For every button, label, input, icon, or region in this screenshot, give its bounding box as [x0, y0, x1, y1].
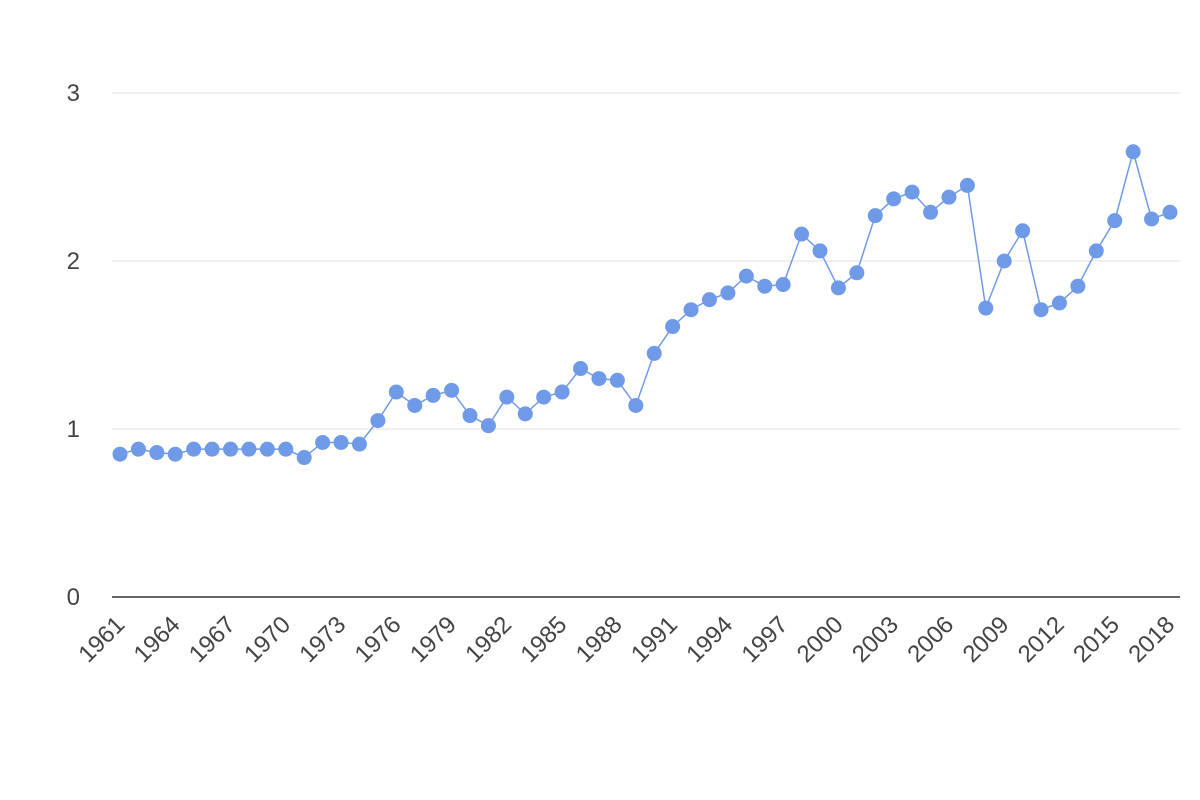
x-tick-label: 1970	[239, 611, 296, 668]
data-point-1966[interactable]	[204, 441, 220, 457]
y-tick-label: 0	[67, 584, 80, 611]
data-point-2001[interactable]	[849, 265, 865, 281]
x-tick-label: 1979	[405, 611, 462, 668]
x-tick-label: 1982	[460, 611, 517, 668]
x-tick-label: 1976	[350, 611, 407, 668]
data-point-1991[interactable]	[665, 319, 681, 335]
x-tick-label: 2006	[902, 611, 959, 668]
data-point-1985[interactable]	[554, 384, 570, 400]
data-point-1980[interactable]	[462, 408, 478, 424]
data-point-1988[interactable]	[609, 372, 625, 388]
x-tick-label: 2003	[847, 611, 904, 668]
data-point-2005[interactable]	[923, 204, 939, 220]
data-point-2006[interactable]	[941, 189, 957, 205]
data-point-2014[interactable]	[1088, 243, 1104, 259]
data-point-2007[interactable]	[959, 177, 975, 193]
x-tick-label: 1991	[626, 611, 683, 668]
x-tick-label: 1964	[129, 611, 186, 668]
x-tick-label: 2012	[1013, 611, 1070, 668]
x-tick-label: 1973	[294, 611, 351, 668]
x-tick-label: 2015	[1068, 611, 1125, 668]
data-point-1992[interactable]	[683, 302, 699, 318]
data-point-1986[interactable]	[573, 361, 589, 377]
data-point-2002[interactable]	[867, 208, 883, 224]
data-point-1969[interactable]	[259, 441, 275, 457]
y-axis-tick-labels: 0 1 2 3	[67, 80, 80, 611]
data-point-1977[interactable]	[407, 397, 423, 413]
data-point-1970[interactable]	[278, 441, 294, 457]
series-line	[119, 148, 1171, 459]
y-tick-label: 3	[67, 80, 80, 107]
data-point-1978[interactable]	[425, 387, 441, 403]
data-point-1976[interactable]	[388, 384, 404, 400]
series-plot	[112, 144, 1178, 466]
data-point-1964[interactable]	[167, 446, 183, 462]
x-axis-tick-labels: 1961196419671970197319761979198219851988…	[73, 611, 1180, 668]
x-tick-label: 1967	[184, 611, 241, 668]
data-point-1963[interactable]	[149, 445, 165, 461]
x-tick-label: 1961	[73, 611, 130, 668]
data-point-1994[interactable]	[720, 285, 736, 301]
data-point-1967[interactable]	[223, 441, 239, 457]
data-point-2010[interactable]	[1015, 223, 1031, 239]
data-point-1998[interactable]	[794, 226, 810, 242]
data-point-1987[interactable]	[591, 371, 607, 387]
data-point-2000[interactable]	[830, 280, 846, 296]
data-point-1975[interactable]	[370, 413, 386, 429]
data-point-2018[interactable]	[1162, 204, 1178, 220]
y-tick-label: 2	[67, 248, 80, 275]
data-point-1971[interactable]	[296, 450, 312, 466]
data-point-1982[interactable]	[499, 389, 515, 405]
data-point-2003[interactable]	[886, 191, 902, 207]
data-point-2011[interactable]	[1033, 302, 1049, 318]
data-point-1981[interactable]	[480, 418, 496, 434]
data-point-1993[interactable]	[701, 292, 717, 308]
data-point-1990[interactable]	[646, 345, 662, 361]
data-point-2012[interactable]	[1051, 295, 1067, 311]
data-point-1961[interactable]	[112, 446, 128, 462]
x-tick-label: 2009	[958, 611, 1015, 668]
data-point-1984[interactable]	[536, 389, 552, 405]
data-point-1972[interactable]	[315, 434, 331, 450]
data-point-2017[interactable]	[1144, 211, 1160, 227]
data-point-2015[interactable]	[1107, 213, 1123, 229]
data-point-1965[interactable]	[186, 441, 202, 457]
data-point-1973[interactable]	[333, 434, 349, 450]
x-tick-label: 2018	[1123, 611, 1180, 668]
data-point-1979[interactable]	[444, 382, 460, 398]
x-tick-label: 2000	[792, 611, 849, 668]
data-point-1968[interactable]	[241, 441, 257, 457]
data-point-2008[interactable]	[978, 300, 994, 316]
x-tick-label: 1988	[571, 611, 628, 668]
data-point-1997[interactable]	[775, 277, 791, 293]
data-point-1989[interactable]	[628, 397, 644, 413]
data-point-1999[interactable]	[812, 243, 828, 259]
x-tick-label: 1997	[737, 611, 794, 668]
data-point-1995[interactable]	[738, 268, 754, 284]
data-point-1974[interactable]	[351, 436, 367, 452]
x-tick-label: 1994	[681, 611, 738, 668]
data-point-1996[interactable]	[757, 278, 773, 294]
data-point-2009[interactable]	[996, 253, 1012, 269]
data-point-2004[interactable]	[904, 184, 920, 200]
y-tick-label: 1	[67, 416, 80, 443]
data-point-1962[interactable]	[130, 441, 146, 457]
data-point-2013[interactable]	[1070, 278, 1086, 294]
data-point-2016[interactable]	[1125, 144, 1141, 160]
x-tick-label: 1985	[516, 611, 573, 668]
data-point-1983[interactable]	[517, 406, 533, 422]
